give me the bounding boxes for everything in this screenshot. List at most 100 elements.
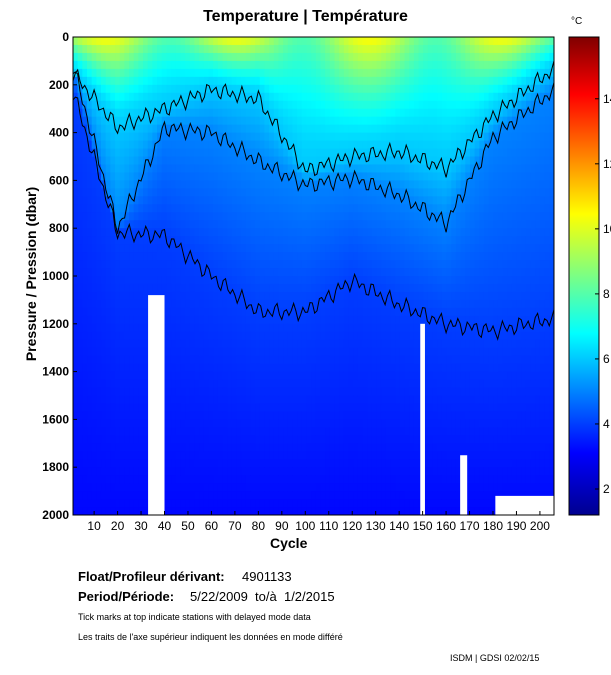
heat-cell [437,76,443,86]
heat-cell [297,443,303,452]
heat-cell [297,204,303,213]
heat-cell [273,323,280,333]
heat-cell [362,403,368,413]
heat-cell [143,371,149,381]
heat-cell [339,395,345,405]
heat-cell [418,260,424,269]
heat-cell [119,371,125,381]
heat-cell [381,387,387,397]
heat-cell [348,116,354,126]
heat-cell [101,52,107,62]
heat-cell [110,331,116,341]
heat-cell [217,172,224,181]
heat-cell [357,451,364,460]
heat-cell [376,76,382,86]
heat-cell [175,132,182,142]
heat-cell [362,164,368,174]
heat-cell [115,52,121,62]
heat-cell [437,339,443,349]
heat-cell [446,419,452,428]
heat-cell [441,68,448,78]
heat-cell [451,124,457,134]
heat-cell [301,108,308,118]
heat-cell [311,291,317,301]
heat-cell [427,507,434,515]
heat-cell [395,244,401,253]
heat-cell [245,156,252,166]
heat-cell [367,403,373,413]
heat-cell [409,491,415,500]
heat-cell [87,355,93,365]
heat-cell [413,60,420,70]
heat-cell [129,220,135,229]
heat-cell [171,148,177,158]
heat-cell [82,180,88,189]
heat-cell [119,212,125,221]
heat-cell [110,379,116,389]
heat-cell [194,491,200,500]
heat-cell [385,228,392,237]
heat-cell [87,347,93,357]
heat-cell [343,355,350,365]
heat-cell [357,411,364,420]
heat-cell [259,451,266,460]
heat-cell [320,252,326,261]
heat-cell [427,92,434,102]
heat-cell [325,323,331,333]
heat-cell [101,76,107,86]
heat-cell [143,307,149,317]
heat-cell [77,100,83,110]
heat-cell [423,411,429,420]
heat-cell [367,291,373,301]
heat-cell [115,331,121,341]
heat-cell [320,443,326,452]
heat-cell [278,172,284,181]
heat-cell [301,411,308,420]
heat-cell [329,315,336,325]
heat-cell [96,116,102,126]
heat-cell [451,467,457,476]
heat-cell [446,244,452,253]
heat-cell [348,212,354,221]
heat-cell [357,339,364,349]
heat-cell [427,188,434,197]
heat-cell [292,467,298,476]
heat-cell [339,84,345,94]
heat-cell [115,411,121,420]
heat-cell [96,148,102,158]
heat-cell [315,188,322,197]
heat-cell [329,291,336,301]
heat-cell [348,395,354,405]
heat-cell [250,339,256,349]
heat-cell [203,52,210,62]
heat-cell [362,371,368,381]
heat-cell [320,236,326,245]
heat-cell [339,339,345,349]
heat-cell [297,395,303,405]
heat-cell [208,331,214,341]
heat-cell [199,204,205,213]
heat-cell [362,435,368,444]
heat-cell [292,307,298,317]
heat-cell [73,220,79,229]
heat-cell [437,132,443,142]
heat-cell [413,483,420,492]
heat-cell [189,188,196,197]
heat-cell [315,156,322,166]
heat-cell [250,236,256,245]
heat-cell [115,204,121,213]
heat-cell [348,124,354,134]
heat-cell [418,299,424,309]
heat-cell [451,347,457,357]
heat-cell [241,108,247,118]
heat-cell [437,92,443,102]
heat-cell [189,52,196,62]
heat-cell [189,387,196,397]
heat-cell [451,228,457,237]
heat-cell [91,156,97,166]
heat-cell [395,100,401,110]
heat-cell [297,451,303,460]
heat-cell [171,507,177,515]
heat-cell [292,116,298,126]
heat-cell [273,491,280,500]
